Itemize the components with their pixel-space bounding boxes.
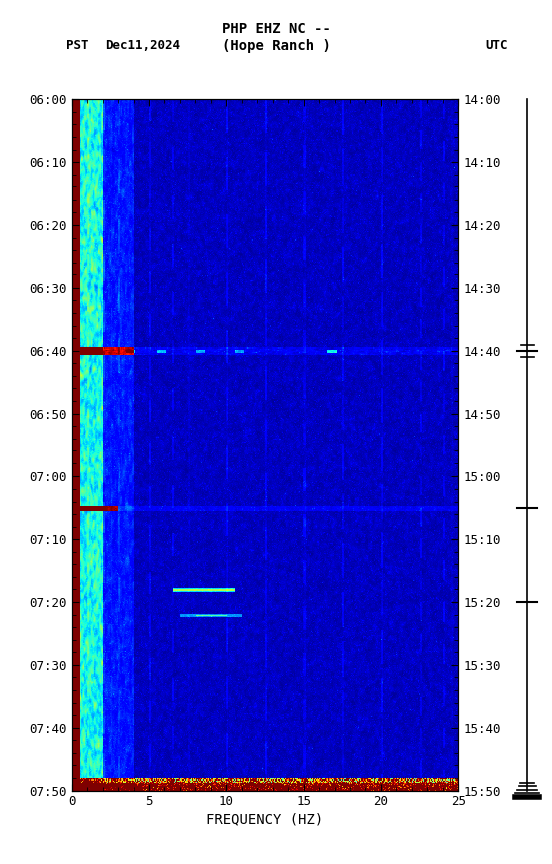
Text: UTC: UTC	[486, 39, 508, 52]
Text: PHP EHZ NC --: PHP EHZ NC --	[221, 22, 331, 35]
Text: PST: PST	[66, 39, 89, 52]
Text: (Hope Ranch ): (Hope Ranch )	[221, 39, 331, 53]
X-axis label: FREQUENCY (HZ): FREQUENCY (HZ)	[206, 812, 323, 827]
Text: Dec11,2024: Dec11,2024	[105, 39, 180, 52]
